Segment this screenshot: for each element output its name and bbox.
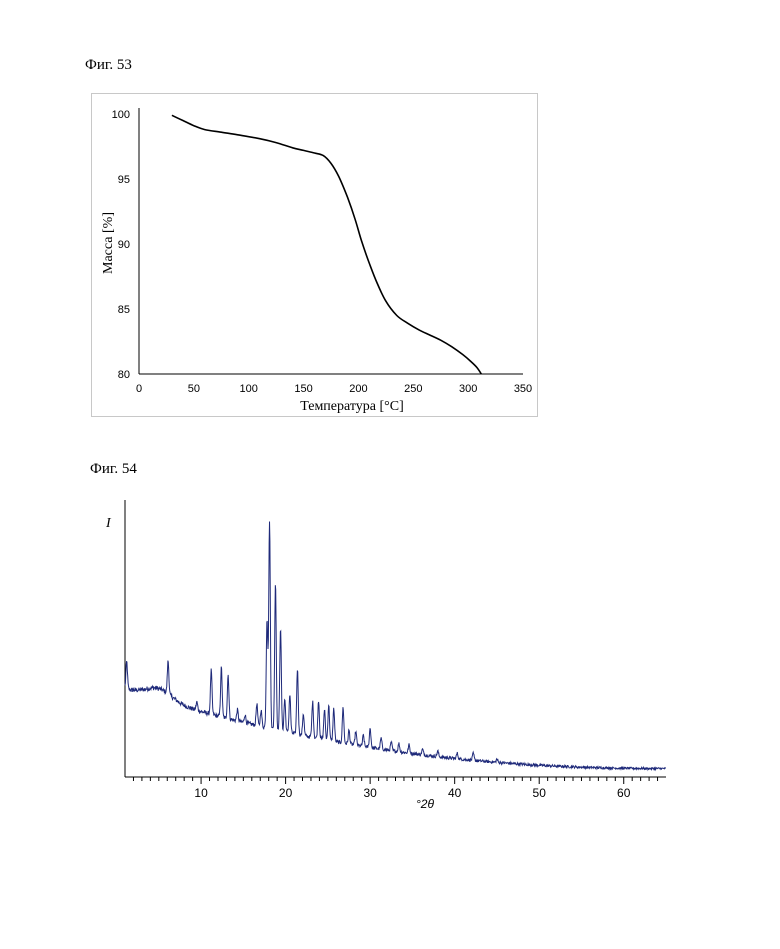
x-tick-label: 350 [514,383,532,395]
y-tick-label: 100 [112,109,130,121]
y-axis-label: Масса [%] [101,212,116,274]
x-tick-label: 50 [533,786,547,800]
x-tick-label: 300 [459,383,477,395]
x-tick-label: 200 [349,383,367,395]
xrd-pattern [125,522,666,770]
x-tick-label: 100 [240,383,258,395]
x-tick-label: 20 [279,786,293,800]
tga-chart: 80 85 90 95 100 0 50 100 150 200 250 300 350 Масса … [0,0,780,440]
figure-54-caption: Фиг. 54 [90,461,137,478]
x-tick-label: 10 [194,786,208,800]
x-tick-label: 30 [363,786,377,800]
x-tick-label: 60 [617,786,631,800]
x-tick-label: 250 [404,383,422,395]
y-tick-label: 85 [118,304,130,316]
x-axis-label: Температура [°C] [300,399,404,414]
x-tick-label: 40 [448,786,462,800]
y-axis-label: I [105,516,112,531]
y-tick-label: 95 [118,174,130,186]
x-tick-label: 50 [188,383,200,395]
y-tick-label: 80 [118,369,130,381]
x-tick-label: 0 [136,383,142,395]
x-axis-label: °2θ [416,797,434,811]
xrd-chart: 10 20 30 40 50 60 I °2θ [0,490,780,850]
x-tick-label: 150 [294,383,312,395]
mass-loss-curve [172,115,481,374]
y-tick-label: 90 [118,239,130,251]
